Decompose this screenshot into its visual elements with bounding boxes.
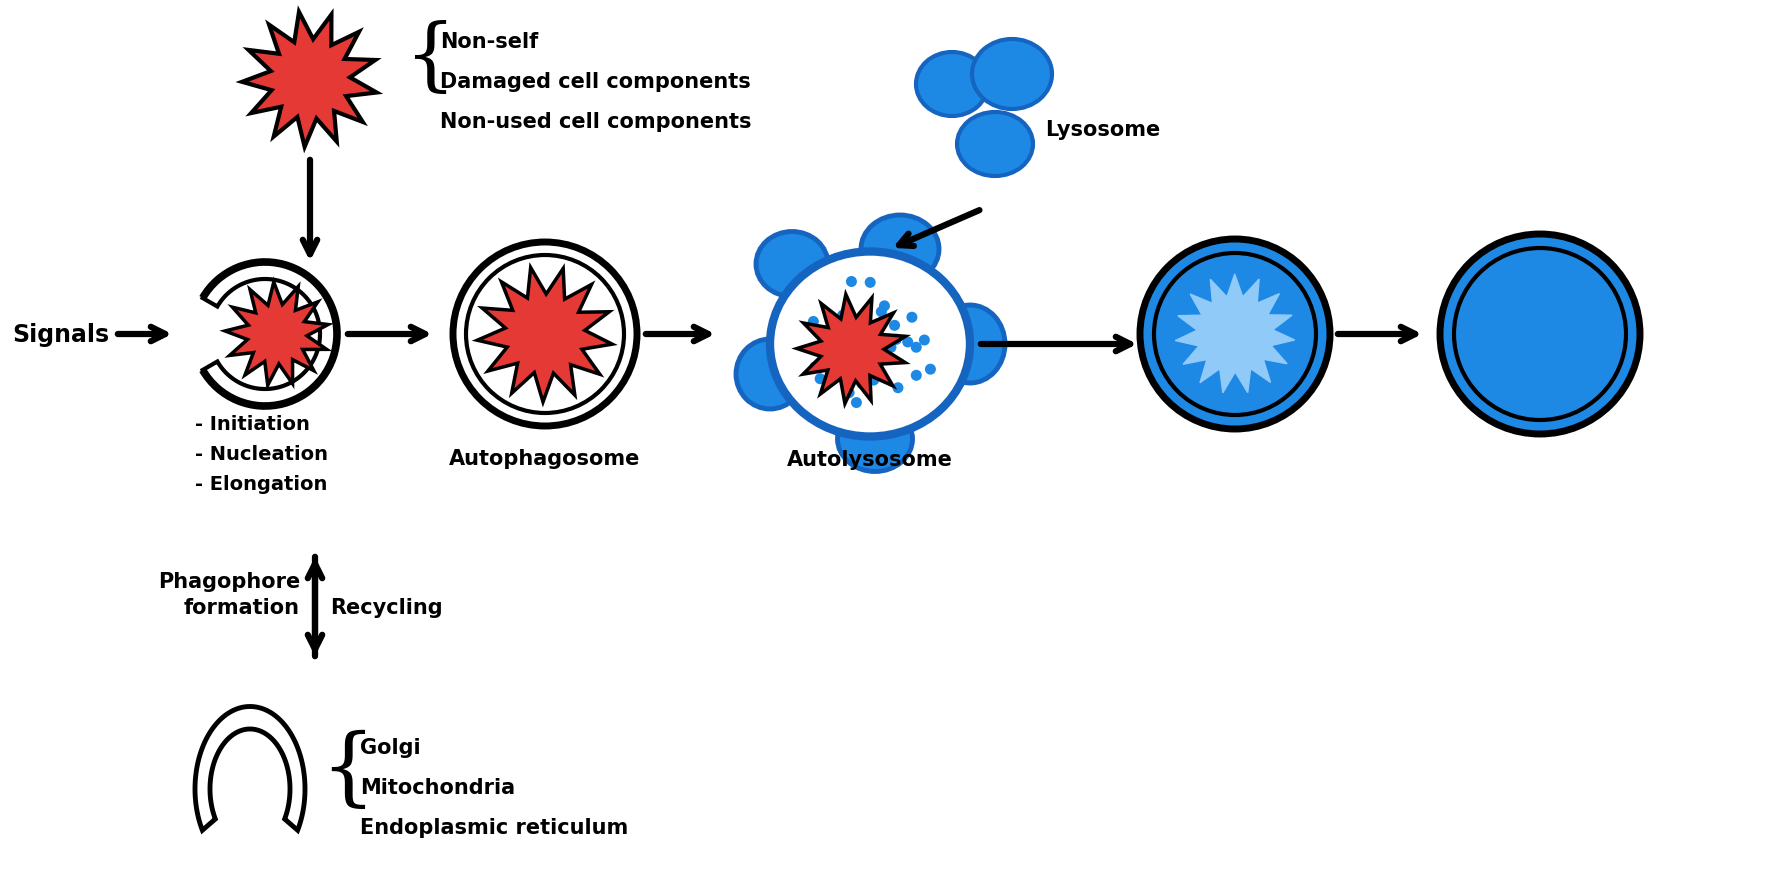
Polygon shape bbox=[1175, 274, 1295, 393]
Circle shape bbox=[819, 338, 829, 349]
Circle shape bbox=[920, 335, 930, 346]
Circle shape bbox=[466, 256, 624, 414]
Circle shape bbox=[875, 307, 886, 318]
Circle shape bbox=[868, 367, 879, 378]
Polygon shape bbox=[797, 295, 905, 404]
Circle shape bbox=[815, 374, 826, 384]
Circle shape bbox=[1154, 254, 1317, 416]
Circle shape bbox=[893, 383, 904, 393]
Text: {: { bbox=[321, 730, 376, 813]
Circle shape bbox=[829, 335, 840, 347]
Text: Damaged cell components: Damaged cell components bbox=[439, 72, 751, 92]
Text: Endoplasmic reticulum: Endoplasmic reticulum bbox=[360, 817, 629, 837]
Circle shape bbox=[852, 328, 863, 340]
Ellipse shape bbox=[838, 407, 913, 472]
Circle shape bbox=[886, 342, 897, 353]
Circle shape bbox=[810, 362, 820, 373]
Circle shape bbox=[858, 371, 868, 382]
Text: - Nucleation: - Nucleation bbox=[195, 444, 328, 463]
Circle shape bbox=[812, 327, 824, 338]
Circle shape bbox=[851, 398, 861, 409]
Circle shape bbox=[845, 336, 856, 347]
Text: Phagophore
formation: Phagophore formation bbox=[158, 571, 299, 618]
Circle shape bbox=[890, 320, 900, 332]
Circle shape bbox=[865, 277, 875, 289]
Circle shape bbox=[828, 339, 840, 350]
Ellipse shape bbox=[735, 340, 804, 409]
Text: Golgi: Golgi bbox=[360, 738, 420, 757]
Text: Mitochondria: Mitochondria bbox=[360, 777, 516, 797]
Text: - Elongation: - Elongation bbox=[195, 475, 328, 493]
Circle shape bbox=[925, 364, 936, 375]
Circle shape bbox=[835, 333, 845, 345]
Circle shape bbox=[911, 370, 921, 382]
Text: - Initiation: - Initiation bbox=[195, 415, 310, 434]
Circle shape bbox=[845, 276, 858, 288]
Circle shape bbox=[891, 334, 902, 345]
Circle shape bbox=[1441, 235, 1641, 434]
Text: Lysosome: Lysosome bbox=[1045, 120, 1161, 139]
Ellipse shape bbox=[973, 40, 1053, 110]
Circle shape bbox=[1455, 249, 1627, 420]
Circle shape bbox=[868, 375, 879, 386]
Polygon shape bbox=[477, 268, 613, 402]
Circle shape bbox=[902, 337, 913, 348]
Text: Non-self: Non-self bbox=[439, 32, 539, 52]
Text: Non-used cell components: Non-used cell components bbox=[439, 112, 751, 131]
Ellipse shape bbox=[957, 113, 1033, 177]
Text: Autophagosome: Autophagosome bbox=[450, 449, 641, 468]
Circle shape bbox=[858, 318, 868, 329]
Ellipse shape bbox=[936, 306, 1005, 384]
Circle shape bbox=[879, 301, 890, 312]
Circle shape bbox=[911, 342, 921, 353]
Circle shape bbox=[858, 379, 870, 390]
Polygon shape bbox=[202, 263, 337, 407]
Text: Signals: Signals bbox=[12, 323, 110, 347]
Circle shape bbox=[843, 388, 854, 399]
Circle shape bbox=[836, 310, 849, 322]
Circle shape bbox=[1139, 240, 1331, 429]
Ellipse shape bbox=[771, 252, 969, 437]
Circle shape bbox=[822, 346, 833, 357]
Circle shape bbox=[808, 316, 819, 327]
Polygon shape bbox=[195, 707, 305, 831]
Circle shape bbox=[856, 379, 868, 390]
Circle shape bbox=[820, 333, 831, 343]
Circle shape bbox=[454, 243, 636, 426]
Text: {: { bbox=[406, 20, 455, 97]
Polygon shape bbox=[243, 13, 377, 148]
Ellipse shape bbox=[757, 232, 828, 297]
Ellipse shape bbox=[861, 215, 939, 283]
Circle shape bbox=[854, 371, 867, 383]
Circle shape bbox=[907, 312, 918, 324]
Text: Recycling: Recycling bbox=[330, 597, 443, 618]
Text: Autolysosome: Autolysosome bbox=[787, 450, 953, 469]
Polygon shape bbox=[225, 283, 328, 385]
Ellipse shape bbox=[916, 53, 989, 117]
